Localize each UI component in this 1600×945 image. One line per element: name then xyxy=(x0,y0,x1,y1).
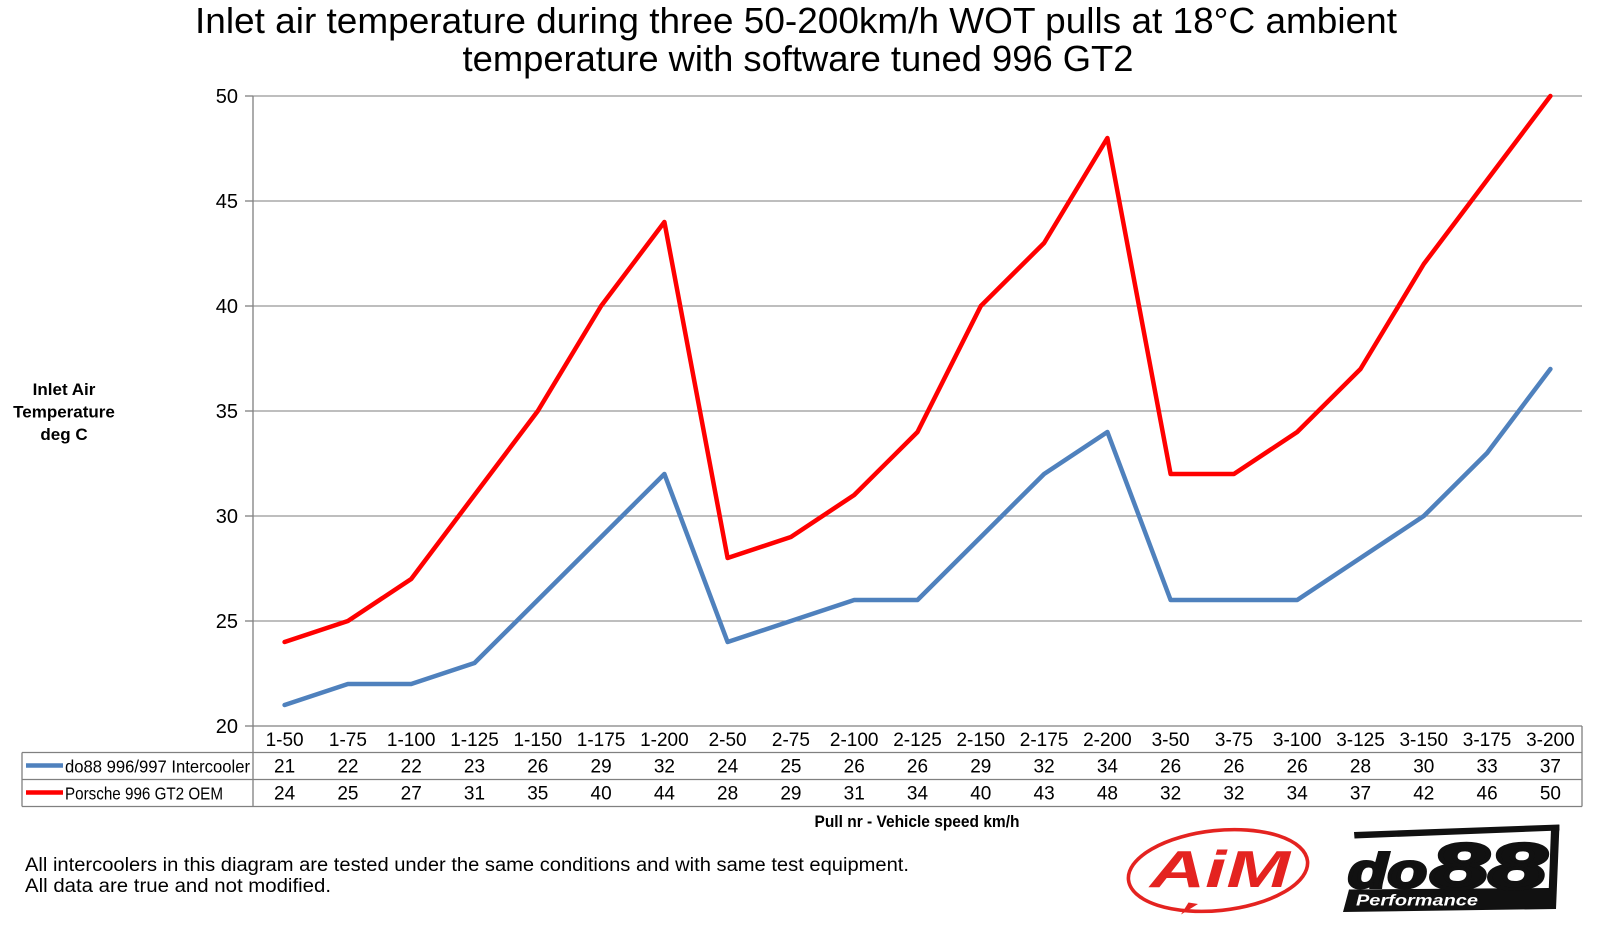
svg-text:3-200: 3-200 xyxy=(1526,730,1575,751)
svg-text:29: 29 xyxy=(780,784,801,805)
svg-text:1-125: 1-125 xyxy=(450,730,499,751)
svg-text:3-175: 3-175 xyxy=(1463,730,1512,751)
svg-text:26: 26 xyxy=(1160,757,1181,778)
svg-text:26: 26 xyxy=(1223,757,1244,778)
svg-text:34: 34 xyxy=(1287,784,1309,805)
svg-text:28: 28 xyxy=(1350,757,1371,778)
svg-text:3-125: 3-125 xyxy=(1336,730,1385,751)
svg-text:32: 32 xyxy=(1223,784,1244,805)
svg-text:22: 22 xyxy=(401,757,422,778)
svg-text:31: 31 xyxy=(464,784,485,805)
svg-text:26: 26 xyxy=(844,757,865,778)
svg-text:48: 48 xyxy=(1097,784,1118,805)
svg-text:24: 24 xyxy=(717,757,739,778)
svg-text:3-150: 3-150 xyxy=(1399,730,1448,751)
svg-text:32: 32 xyxy=(1160,784,1181,805)
svg-text:Porsche 996 GT2 OEM: Porsche 996 GT2 OEM xyxy=(65,784,223,804)
svg-text:42: 42 xyxy=(1413,784,1434,805)
svg-text:21: 21 xyxy=(274,757,295,778)
svg-text:1-200: 1-200 xyxy=(640,730,689,751)
svg-text:All intercoolers in this diagr: All intercoolers in this diagram are tes… xyxy=(25,855,909,876)
svg-text:26: 26 xyxy=(527,757,548,778)
svg-text:34: 34 xyxy=(907,784,929,805)
svg-text:26: 26 xyxy=(907,757,928,778)
svg-text:2-50: 2-50 xyxy=(709,730,747,751)
svg-text:1-75: 1-75 xyxy=(329,730,367,751)
svg-text:1-150: 1-150 xyxy=(513,730,562,751)
svg-text:Inlet Air: Inlet Air xyxy=(33,380,96,399)
svg-text:25: 25 xyxy=(780,757,801,778)
svg-text:32: 32 xyxy=(1034,757,1055,778)
svg-text:25: 25 xyxy=(337,784,358,805)
svg-text:Inlet air temperature during t: Inlet air temperature during three 50-20… xyxy=(195,0,1397,41)
svg-text:37: 37 xyxy=(1350,784,1371,805)
svg-text:Pull nr - Vehicle speed km/h: Pull nr - Vehicle speed km/h xyxy=(815,813,1020,831)
svg-text:50: 50 xyxy=(1540,784,1561,805)
svg-text:46: 46 xyxy=(1477,784,1498,805)
svg-text:2-125: 2-125 xyxy=(893,730,942,751)
svg-text:Performance: Performance xyxy=(1356,893,1478,910)
svg-text:2-100: 2-100 xyxy=(830,730,879,751)
svg-text:All data are true and not modi: All data are true and not modified. xyxy=(25,876,331,897)
svg-text:35: 35 xyxy=(527,784,548,805)
svg-text:29: 29 xyxy=(591,757,612,778)
svg-text:1-50: 1-50 xyxy=(266,730,304,751)
svg-text:2-75: 2-75 xyxy=(772,730,810,751)
svg-text:50: 50 xyxy=(216,86,238,108)
svg-text:deg C: deg C xyxy=(40,425,87,444)
svg-text:26: 26 xyxy=(1287,757,1308,778)
svg-text:30: 30 xyxy=(1413,757,1434,778)
svg-text:34: 34 xyxy=(1097,757,1119,778)
svg-text:3-75: 3-75 xyxy=(1215,730,1253,751)
svg-text:31: 31 xyxy=(844,784,865,805)
svg-text:Temperature: Temperature xyxy=(13,403,115,422)
svg-text:20: 20 xyxy=(216,716,238,738)
svg-text:37: 37 xyxy=(1540,757,1561,778)
svg-text:3-100: 3-100 xyxy=(1273,730,1322,751)
svg-text:2-150: 2-150 xyxy=(956,730,1005,751)
svg-text:AiM: AiM xyxy=(1147,841,1292,899)
svg-text:35: 35 xyxy=(216,401,238,423)
svg-text:40: 40 xyxy=(216,296,238,318)
svg-text:25: 25 xyxy=(216,611,238,633)
svg-text:32: 32 xyxy=(654,757,675,778)
svg-text:2-175: 2-175 xyxy=(1020,730,1069,751)
svg-text:43: 43 xyxy=(1034,784,1055,805)
svg-text:24: 24 xyxy=(274,784,296,805)
svg-text:30: 30 xyxy=(216,506,238,528)
svg-text:45: 45 xyxy=(216,191,238,213)
svg-text:44: 44 xyxy=(654,784,676,805)
svg-text:23: 23 xyxy=(464,757,485,778)
svg-text:2-200: 2-200 xyxy=(1083,730,1132,751)
svg-text:40: 40 xyxy=(591,784,612,805)
svg-text:1-100: 1-100 xyxy=(387,730,436,751)
svg-text:88: 88 xyxy=(1431,831,1548,903)
svg-text:29: 29 xyxy=(970,757,991,778)
svg-text:do: do xyxy=(1348,846,1427,899)
svg-text:27: 27 xyxy=(401,784,422,805)
svg-text:22: 22 xyxy=(337,757,358,778)
svg-text:do88 996/997 Intercooler: do88 996/997 Intercooler xyxy=(65,757,250,777)
svg-text:1-175: 1-175 xyxy=(577,730,626,751)
svg-text:40: 40 xyxy=(970,784,991,805)
svg-text:3-50: 3-50 xyxy=(1152,730,1190,751)
svg-text:28: 28 xyxy=(717,784,738,805)
svg-text:33: 33 xyxy=(1477,757,1498,778)
svg-text:temperature with software tune: temperature with software tuned 996 GT2 xyxy=(463,38,1134,79)
